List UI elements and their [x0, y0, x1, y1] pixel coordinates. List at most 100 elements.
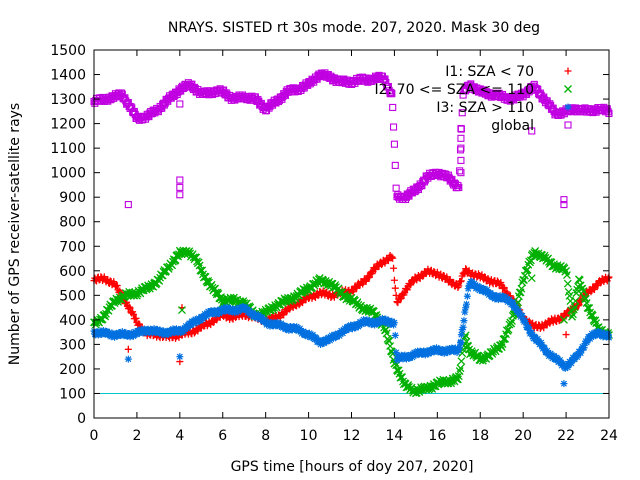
- data-point: [388, 90, 396, 98]
- data-point: [470, 279, 478, 287]
- series-1: [90, 246, 613, 398]
- data-point: [387, 88, 395, 96]
- data-point: [591, 316, 600, 325]
- data-point: [561, 364, 569, 372]
- data-point: [190, 318, 198, 326]
- data-point: [371, 321, 379, 329]
- data-point-outlier: [176, 183, 184, 191]
- data-point: [461, 308, 469, 316]
- data-point: [389, 254, 397, 262]
- x-tick-label: 12: [343, 428, 361, 444]
- data-point-outlier: [527, 274, 536, 283]
- data-point: [242, 303, 250, 311]
- legend-marker: [564, 85, 572, 93]
- data-point: [199, 315, 207, 323]
- data-point: [224, 306, 232, 314]
- data-point: [402, 355, 410, 363]
- legend-marker: [564, 67, 572, 75]
- data-point: [355, 321, 363, 329]
- x-tick-label: 2: [132, 428, 141, 444]
- data-point: [534, 335, 542, 343]
- data-point-outlier: [457, 169, 465, 177]
- data-point-outlier: [176, 176, 184, 184]
- data-point: [456, 167, 464, 175]
- y-tick-label: 1300: [50, 92, 86, 108]
- data-point: [148, 326, 156, 334]
- data-point: [571, 296, 580, 305]
- data-point: [455, 282, 463, 290]
- data-point: [382, 315, 390, 323]
- data-point: [518, 312, 526, 320]
- x-axis-label: GPS time [hours of doy 207, 2020]: [231, 459, 474, 475]
- data-point-outlier: [457, 144, 465, 152]
- data-point: [454, 181, 462, 189]
- data-point: [179, 325, 187, 333]
- data-point-outlier: [176, 191, 184, 199]
- data-point: [468, 278, 476, 286]
- data-point: [541, 344, 549, 352]
- data-point: [550, 352, 558, 360]
- data-point: [425, 350, 433, 358]
- data-point: [390, 140, 398, 148]
- data-point: [596, 279, 604, 287]
- data-point: [406, 354, 414, 362]
- y-tick-label: 1000: [50, 166, 86, 182]
- data-point: [226, 304, 234, 312]
- data-point: [184, 324, 192, 332]
- data-point: [531, 333, 539, 341]
- data-point: [515, 307, 523, 315]
- data-point: [432, 344, 440, 352]
- data-point-outlier: [562, 331, 570, 339]
- data-point: [393, 356, 401, 364]
- data-point: [223, 303, 231, 311]
- data-point: [456, 364, 465, 373]
- data-point: [568, 312, 577, 321]
- data-point: [455, 183, 463, 191]
- data-point: [500, 284, 508, 292]
- data-point: [390, 276, 398, 284]
- data-point: [421, 351, 429, 359]
- data-point: [392, 184, 400, 192]
- data-point: [390, 319, 398, 327]
- data-point: [165, 330, 173, 338]
- data-point: [482, 288, 490, 296]
- data-point: [562, 271, 571, 280]
- data-point: [391, 161, 399, 169]
- data-point-outlier: [124, 345, 132, 353]
- data-point: [335, 287, 344, 296]
- data-point: [129, 310, 137, 318]
- data-point: [578, 284, 587, 293]
- data-point: [261, 316, 269, 324]
- data-point: [122, 329, 130, 337]
- x-tick-label: 24: [600, 428, 618, 444]
- data-point: [577, 349, 585, 357]
- data-point: [326, 336, 334, 344]
- data-point: [154, 325, 162, 333]
- data-point: [463, 292, 471, 300]
- data-point: [215, 309, 223, 317]
- data-point: [604, 274, 612, 282]
- data-point: [521, 317, 529, 325]
- data-point-outlier: [176, 353, 184, 361]
- x-tick-label: 16: [428, 428, 446, 444]
- data-point: [460, 317, 468, 325]
- data-point: [374, 319, 382, 327]
- data-point: [583, 338, 591, 346]
- data-point: [111, 333, 119, 341]
- y-tick-label: 500: [59, 288, 86, 304]
- data-point: [564, 363, 572, 371]
- x-tick-label: 22: [557, 428, 575, 444]
- data-point-outlier: [528, 127, 536, 135]
- data-point-outlier: [178, 306, 186, 315]
- data-point-outlier: [560, 380, 568, 388]
- data-point: [511, 303, 519, 311]
- data-point: [456, 343, 464, 351]
- data-point: [116, 329, 124, 337]
- series-2: [90, 278, 613, 388]
- legend-marker: [564, 121, 572, 129]
- legend-label: global: [491, 118, 534, 134]
- data-point: [568, 356, 576, 364]
- data-point: [113, 282, 121, 290]
- data-point: [403, 286, 411, 294]
- data-point: [390, 321, 398, 329]
